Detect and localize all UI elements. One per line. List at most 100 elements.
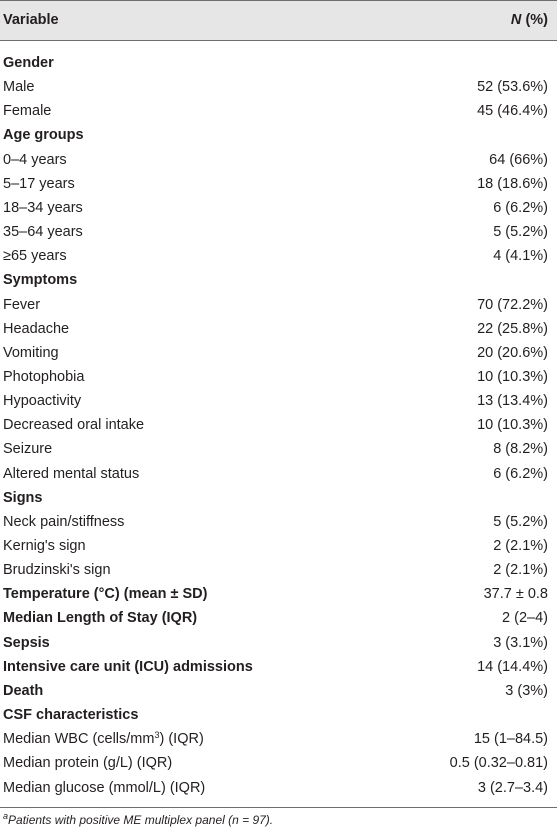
row-label-text: 35–64 years <box>3 224 83 241</box>
row-label: Sepsis <box>3 631 50 655</box>
row-label-text: Age groups <box>3 127 84 144</box>
row-label: Median glucose (mmol/L) (IQR) <box>3 776 205 800</box>
table-row: 35–64 years 5 (5.2%) <box>0 220 557 244</box>
row-label-text: Hypoactivity <box>3 393 82 410</box>
row-label-text: Signs <box>3 489 43 506</box>
row-value: 2 (2–4) <box>502 610 548 627</box>
row-label-text: Median Length of Stay (IQR) <box>3 610 198 627</box>
row-value: 4 (4.1%) <box>493 248 548 265</box>
row-label: Intensive care unit (ICU) admissions <box>3 655 253 679</box>
row-label-text: Neck pain/stiffness <box>3 513 125 530</box>
row-label-text: Vomiting <box>3 344 59 361</box>
row-label: Kernig's sign <box>3 534 86 558</box>
row-value: 2 (2.1%) <box>493 562 548 579</box>
row-label-text: CSF characteristics <box>3 707 139 724</box>
row-label: Brudzinski's sign <box>3 558 111 582</box>
row-label: 0–4 years <box>3 148 67 172</box>
row-label-text: Headache <box>3 320 70 337</box>
row-label-text: Brudzinski's sign <box>3 562 111 579</box>
table-row: Sepsis 3 (3.1%) <box>0 631 557 655</box>
row-value: 5 (5.2%) <box>493 513 548 530</box>
table-row: Symptoms <box>0 268 557 292</box>
row-label: ≥65 years <box>3 244 67 268</box>
row-label: Photophobia <box>3 365 84 389</box>
table-row: Median Length of Stay (IQR) 2 (2–4) <box>0 606 557 630</box>
row-label: Decreased oral intake <box>3 413 144 437</box>
row-value: 10 (10.3%) <box>477 417 548 434</box>
row-label: 5–17 years <box>3 172 75 196</box>
table-row: Seizure 8 (8.2%) <box>0 437 557 461</box>
table-row: Hypoactivity 13 (13.4%) <box>0 389 557 413</box>
row-label-text: ≥65 years <box>3 248 67 265</box>
row-value: 15 (1–84.5) <box>473 731 548 748</box>
row-label: Fever <box>3 293 40 317</box>
table-row: 0–4 years 64 (66%) <box>0 148 557 172</box>
row-value: 13 (13.4%) <box>477 393 548 410</box>
table-header-row: Variable N (%) <box>0 0 557 40</box>
row-label-text: Kernig's sign <box>3 538 86 554</box>
table-row: 5–17 years 18 (18.6%) <box>0 172 557 196</box>
row-label: Neck pain/stiffness <box>3 510 124 534</box>
table-row: Gender <box>0 51 557 75</box>
row-value: 37.7 ± 0.8 <box>483 586 548 603</box>
table-row: Brudzinski's sign 2 (2.1%) <box>0 558 557 582</box>
row-label-text: Median protein (g/L) (IQR) <box>3 755 173 772</box>
row-label-text: Symptoms <box>3 272 78 289</box>
row-label-text: 0–4 years <box>3 151 67 168</box>
row-value: 2 (2.1%) <box>493 538 548 554</box>
row-label: Death <box>3 679 43 703</box>
table-footnote: aPatients with positive ME multiplex pan… <box>3 812 273 828</box>
header-n: N <box>510 12 522 28</box>
row-label-text: Median glucose (mmol/L) (IQR) <box>3 779 206 796</box>
row-label: 35–64 years <box>3 220 83 244</box>
row-label-text: Female <box>3 103 52 120</box>
header-n-pct: N (%) <box>511 0 548 40</box>
row-value: 3 (2.7–3.4) <box>477 779 548 796</box>
row-label: Headache <box>3 317 69 341</box>
row-label-suffix: ) (IQR) <box>159 731 204 748</box>
row-label: Vomiting <box>3 341 59 365</box>
header-pct: (%) <box>525 12 548 28</box>
row-label: Age groups <box>3 123 84 147</box>
row-value: 8 (8.2%) <box>493 441 548 458</box>
row-value: 45 (46.4%) <box>477 103 548 120</box>
row-label-text: Temperature (°C) (mean ± SD) <box>3 586 208 603</box>
row-label: Temperature (°C) (mean ± SD) <box>3 582 207 606</box>
row-value: 6 (6.2%) <box>493 465 548 482</box>
table-row: Kernig's sign 2 (2.1%) <box>0 534 557 558</box>
row-value: 3 (3.1%) <box>493 634 548 651</box>
row-label-text: Intensive care unit (ICU) admissions <box>3 658 253 675</box>
row-value: 0.5 (0.32–0.81) <box>449 755 548 772</box>
row-label-text: Altered mental status <box>3 465 140 482</box>
row-label: Seizure <box>3 437 52 461</box>
row-value: 70 (72.2%) <box>477 296 548 313</box>
table-row: Median glucose (mmol/L) (IQR) 3 (2.7–3.4) <box>0 776 557 800</box>
row-value: 22 (25.8%) <box>477 320 548 337</box>
row-label: Median WBC (cells/mm3) (IQR) <box>3 727 204 751</box>
row-label: 18–34 years <box>3 196 83 220</box>
row-label-text: Death <box>3 682 44 699</box>
row-label-text: Decreased oral intake <box>3 417 145 434</box>
table-row: CSF characteristics <box>0 703 557 727</box>
table-row: Headache 22 (25.8%) <box>0 317 557 341</box>
row-label: Altered mental status <box>3 462 139 486</box>
row-label: Symptoms <box>3 268 77 292</box>
row-value: 5 (5.2%) <box>493 224 548 241</box>
table-row: Median WBC (cells/mm3) (IQR) 15 (1–84.5) <box>0 727 557 751</box>
row-label-text: Male <box>3 79 35 96</box>
table-row: Altered mental status 6 (6.2%) <box>0 462 557 486</box>
row-label: CSF characteristics <box>3 703 138 727</box>
row-value: 10 (10.3%) <box>477 368 548 385</box>
row-value: 14 (14.4%) <box>477 658 548 675</box>
row-value: 6 (6.2%) <box>493 199 548 216</box>
table-row: Signs <box>0 486 557 510</box>
row-label-text: 5–17 years <box>3 175 75 192</box>
footnote-marker: a <box>3 811 9 821</box>
table-row: Female 45 (46.4%) <box>0 99 557 123</box>
table-row: Median protein (g/L) (IQR) 0.5 (0.32–0.81… <box>0 751 557 775</box>
row-label: Male <box>3 75 34 99</box>
table-header-band <box>0 0 557 40</box>
table-row: Fever 70 (72.2%) <box>0 293 557 317</box>
row-label: Median protein (g/L) (IQR) <box>3 751 172 775</box>
row-label-text: Median WBC (cells/mm <box>3 731 155 748</box>
